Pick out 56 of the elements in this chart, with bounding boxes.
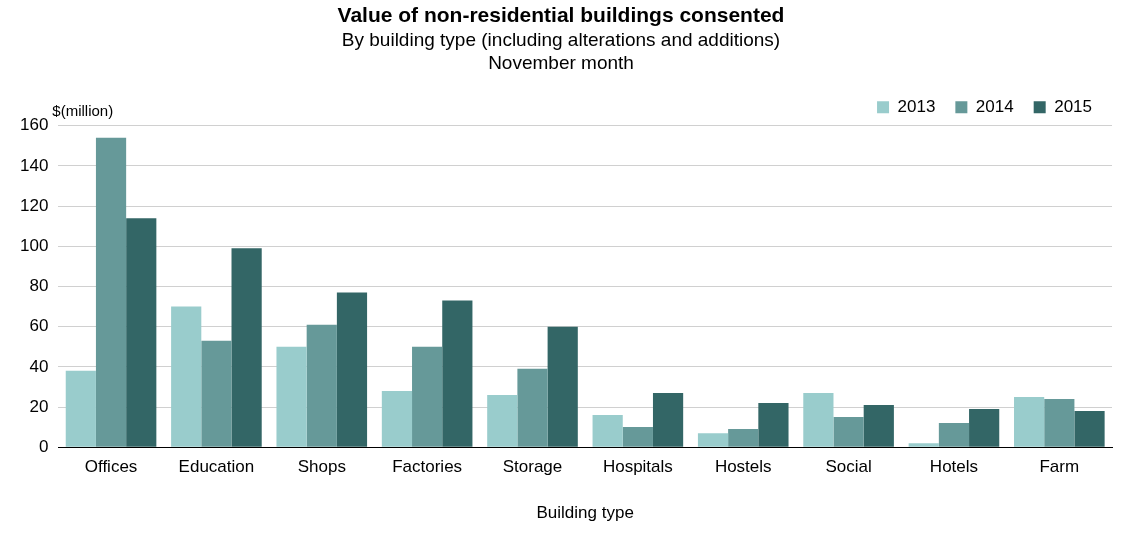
y-tick-label: 80 xyxy=(29,276,49,296)
y-tick-label: 100 xyxy=(19,236,49,256)
bar xyxy=(803,392,834,447)
x-tick-label: Farm xyxy=(1039,457,1080,477)
y-tick-label: 20 xyxy=(29,396,49,416)
legend-label: 2013 xyxy=(897,96,936,116)
bar xyxy=(201,340,232,447)
bar xyxy=(728,429,759,447)
bar xyxy=(863,405,894,447)
bar xyxy=(487,394,518,447)
bar xyxy=(95,137,127,447)
x-tick-label: Shops xyxy=(297,457,346,477)
bar xyxy=(652,392,684,447)
bar xyxy=(938,423,970,447)
y-tick-label: 140 xyxy=(19,155,49,175)
x-tick-label: Education xyxy=(178,457,255,477)
bar xyxy=(171,306,202,447)
bar xyxy=(126,218,157,447)
bar xyxy=(306,324,337,447)
legend-label: 2014 xyxy=(975,96,1014,116)
x-tick-label: Hospitals xyxy=(602,457,673,477)
bar xyxy=(697,433,729,447)
bar xyxy=(758,403,789,447)
bar xyxy=(231,248,262,447)
bar xyxy=(517,368,548,447)
chart-subtitle: By building type (including alterations and additions) November month xyxy=(341,28,781,73)
x-axis-title: Building type xyxy=(536,503,634,523)
bar xyxy=(1044,398,1075,447)
bar xyxy=(547,326,578,447)
bar xyxy=(276,346,307,447)
y-axis-title: $(million) xyxy=(52,102,114,120)
x-tick-label: Factories xyxy=(392,457,463,477)
chart-title: Value of non-residential buildings consented xyxy=(337,3,785,27)
bar xyxy=(381,390,413,447)
y-tick-label: 0 xyxy=(38,436,49,456)
bar xyxy=(1014,396,1045,447)
x-tick-label: Hostels xyxy=(714,457,772,477)
bar xyxy=(833,417,864,447)
legend-label: 2015 xyxy=(1054,96,1093,116)
bar xyxy=(65,370,96,447)
bar xyxy=(442,300,473,447)
bar xyxy=(592,415,623,447)
x-tick-label: Social xyxy=(825,457,872,477)
bar xyxy=(969,409,1000,447)
y-tick-label: 40 xyxy=(29,356,49,376)
y-tick-label: 160 xyxy=(19,115,49,135)
x-tick-label: Offices xyxy=(84,457,138,477)
x-tick-label: Hotels xyxy=(929,457,979,477)
bar xyxy=(412,346,443,447)
bar xyxy=(336,292,368,447)
y-tick-label: 60 xyxy=(29,316,49,336)
y-tick-label: 120 xyxy=(19,195,49,215)
bar xyxy=(908,443,939,447)
bar xyxy=(622,427,653,447)
x-tick-label: Storage xyxy=(502,457,563,477)
bar xyxy=(1074,411,1105,447)
